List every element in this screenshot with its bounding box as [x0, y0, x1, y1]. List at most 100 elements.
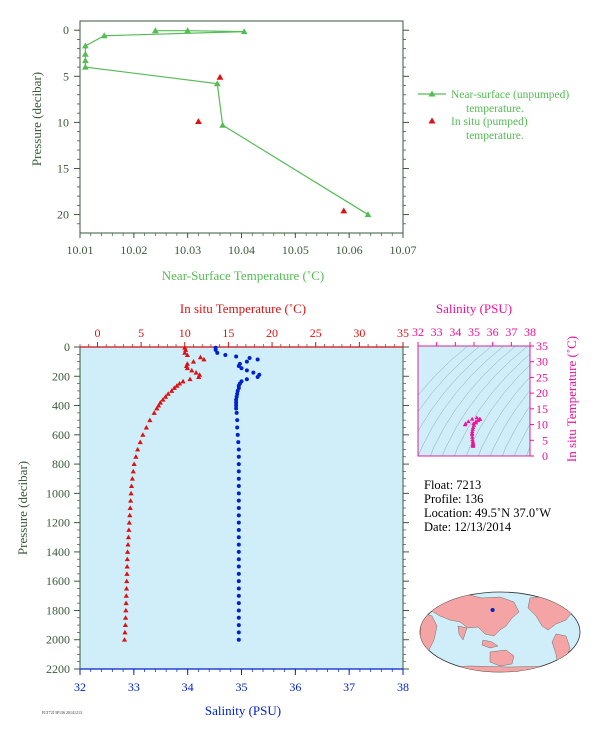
ts-point — [466, 419, 471, 424]
profile-salinity-series — [213, 345, 262, 642]
temperature-point — [128, 498, 134, 503]
near-surface-unpumped-point — [100, 32, 108, 39]
ts-x-tick-label: 34 — [449, 325, 461, 339]
profile-y-tick-label: 0 — [64, 340, 70, 354]
temperature-point — [201, 356, 207, 362]
ts-point — [469, 416, 475, 421]
profile-temperature-tick-label: 5 — [138, 326, 144, 340]
ts-y-axis-label: In situ Temperature (˚C) — [564, 336, 579, 462]
near-surface-y-ticks: 0 5 10 15 20 — [57, 23, 409, 225]
temperature-point — [137, 439, 143, 445]
ts-density-contours — [418, 346, 530, 456]
near-surface-y-tick-label: 15 — [57, 161, 69, 175]
temperature-point — [143, 424, 149, 430]
profile-y-tick-label: 600 — [52, 428, 70, 442]
temperature-point — [122, 629, 128, 635]
near-surface-unpumped-point — [240, 28, 248, 35]
ts-x-tick-label: 38 — [524, 325, 536, 339]
temperature-point — [157, 400, 163, 405]
profile-y-ticks: 0 200 400 600 800 1000 1200 1400 1600 1800 2000 220… — [46, 340, 409, 676]
salinity-point — [215, 350, 220, 355]
temperature-point — [133, 454, 139, 459]
near-surface-x-tick-label: 10.07 — [390, 243, 417, 257]
temperature-point — [127, 512, 133, 518]
map-land-india — [457, 625, 468, 641]
float-position-dot — [490, 608, 495, 612]
salinity-point — [236, 462, 241, 467]
ts-point — [470, 444, 476, 448]
salinity-point — [236, 476, 241, 481]
ts-density-contour — [465, 364, 530, 456]
temperature-point — [126, 527, 132, 532]
profile-y-tick-label: 400 — [52, 399, 70, 413]
ts-point — [470, 429, 475, 434]
near-surface-x-axis-label: Near-Surface Temperature (˚C) — [162, 268, 324, 283]
temperature-point — [126, 520, 132, 525]
ts-x-axis-label: Salinity (PSU) — [436, 301, 512, 316]
ts-density-contour — [513, 424, 530, 456]
near-surface-x-tick-label: 10.01 — [67, 243, 94, 257]
salinity-point — [236, 549, 241, 554]
profile-temperature-ticks: 0 5 10 15 20 25 30 35 — [79, 326, 409, 347]
temperature-point — [147, 417, 153, 423]
salinity-point — [236, 579, 241, 584]
salinity-point — [236, 535, 241, 540]
ts-y-tick-label: 10 — [536, 418, 548, 432]
near-surface-unpumped-point — [81, 63, 89, 70]
salinity-point — [234, 400, 239, 405]
temperature-point — [183, 347, 189, 352]
near-surface-y-tick-label: 0 — [63, 23, 69, 37]
ts-point — [470, 425, 476, 430]
in-situ-pumped-point — [340, 207, 348, 214]
salinity-point — [255, 375, 260, 380]
temperature-point — [125, 541, 131, 547]
near-surface-x-ticks: 10.01 10.02 10.03 10.04 10.05 10.06 10.07 — [67, 233, 417, 257]
profile-salinity-tick-label: 37 — [343, 680, 355, 694]
salinity-point — [234, 406, 239, 411]
near-surface-unpumped-point — [81, 42, 89, 49]
float-position-marker — [490, 608, 495, 612]
near-surface-unpumped-point — [151, 27, 159, 34]
profile-temperature-tick-label: 30 — [353, 326, 365, 340]
ts-x-tick-label: 32 — [412, 325, 424, 339]
ts-y-tick-label: 0 — [542, 449, 548, 463]
salinity-point — [236, 506, 241, 510]
ts-y-tick-label: 35 — [536, 339, 548, 353]
near-surface-unpumped-point — [81, 50, 89, 57]
salinity-point — [236, 498, 241, 503]
near-surface-x-tick-label: 10.03 — [174, 243, 201, 257]
ts-x-tick-label: 35 — [468, 325, 480, 339]
salinity-point — [236, 491, 241, 496]
salinity-point — [213, 347, 218, 352]
salinity-point — [236, 557, 241, 562]
salinity-point — [239, 366, 244, 371]
ts-density-contour — [418, 346, 505, 456]
ts-density-contour — [418, 346, 481, 413]
temperature-point — [189, 367, 195, 373]
near-surface-series — [81, 27, 372, 218]
salinity-point — [236, 586, 241, 591]
salinity-point — [236, 623, 241, 628]
temperature-point — [196, 374, 202, 379]
temperature-point — [154, 405, 160, 411]
temperature-point — [151, 410, 157, 415]
ts-point — [469, 432, 475, 437]
salinity-point — [255, 357, 260, 362]
temperature-point — [124, 578, 130, 584]
salinity-point — [234, 354, 239, 359]
ts-y-tick-label: 25 — [536, 370, 548, 384]
temperature-point — [190, 359, 197, 364]
salinity-point — [236, 469, 241, 474]
profile-salinity-tick-label: 38 — [397, 680, 409, 694]
profile-temperature-tick-label: 20 — [266, 326, 278, 340]
temperature-point — [123, 593, 129, 598]
ts-point — [473, 420, 479, 425]
near-surface-unpumped-point — [219, 121, 227, 128]
ts-y-tick-label: 15 — [536, 402, 548, 416]
temperature-point — [128, 490, 134, 496]
ts-point — [474, 415, 479, 420]
temperature-point — [135, 446, 141, 452]
temperature-point — [121, 637, 128, 642]
ts-density-contour — [525, 446, 530, 456]
